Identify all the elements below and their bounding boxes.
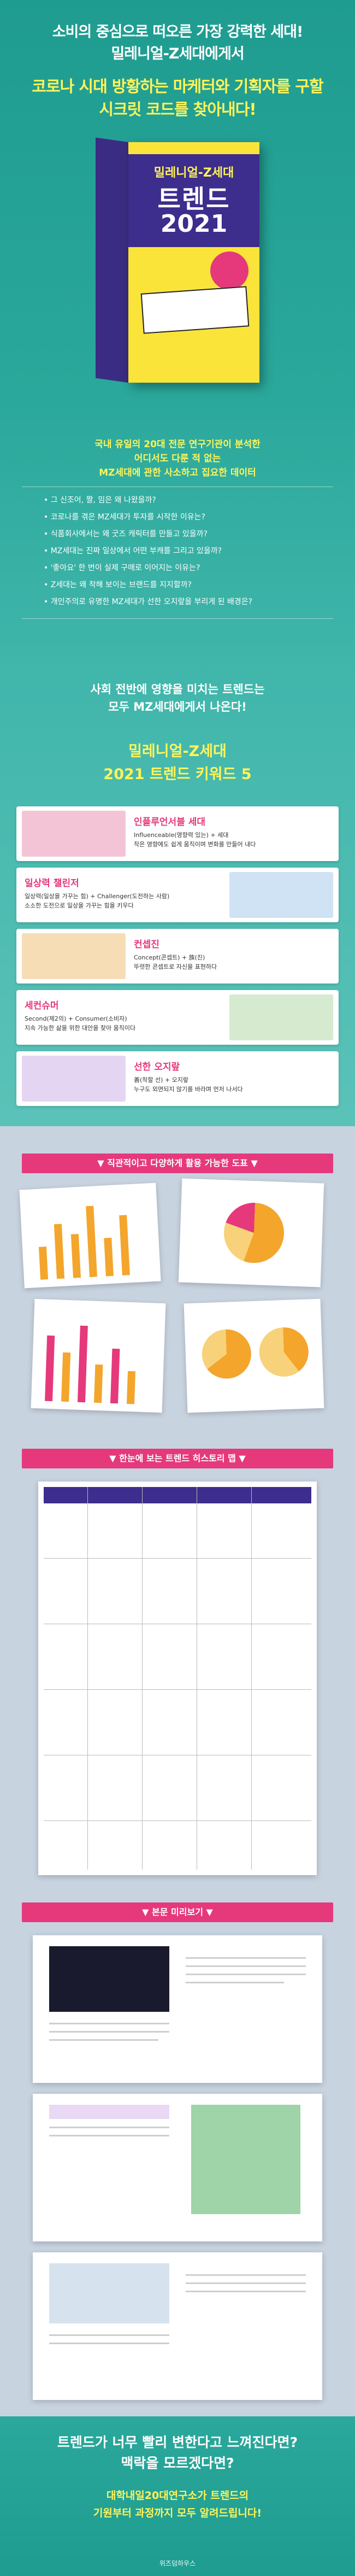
keyword-card: 인플루언서블 세대 Influenceable(영향력 있는) + 세대 작은 영… (16, 806, 339, 861)
preview-spread (33, 2094, 322, 2241)
footer-highlight: 기원부터 과정까지 모두 알려드립니다! (93, 2507, 262, 2519)
keyword-title: 2021 트렌드 키워드 5 (103, 766, 252, 783)
book-cover: 밀레니얼-Z세대 트렌드 2021 (96, 137, 259, 394)
book-year: 2021 (160, 210, 228, 238)
keyword-name: 인플루언서블 세대 (134, 817, 206, 828)
keyword-card: 세컨슈머 Second(제2의) + Consumer(소비자) 지속 가능한 삶… (16, 990, 339, 1045)
keyword-illustration (22, 933, 126, 979)
keyword-title: 밀레니얼-Z세대 (128, 743, 227, 760)
keyword-name: 선한 오지랖 (134, 1062, 180, 1073)
book-subtitle: 트렌드 (157, 184, 230, 214)
bullet: • 식품회사에서는 왜 굿즈 캐릭터를 만들고 있을까? (44, 530, 208, 538)
conclusion-line: 사회 전반에 영향을 미치는 트렌드는 (90, 683, 265, 696)
chart-sample (31, 1298, 166, 1413)
keyword-name: 일상력 챌린저 (25, 878, 79, 889)
bullet: • 개인주의로 유명한 MZ세대가 선한 오지랖을 부리게 된 배경은? (44, 598, 253, 606)
headline-highlight: 코로나 시대 방황하는 마케터와 기획자를 구할 (32, 77, 323, 96)
keyword-desc: Concept(콘셉트) + 族(진) 뚜렷한 콘셉트로 자신을 표현하다 (134, 954, 217, 970)
intro-line: MZ세대에 관한 사소하고 집요한 데이터 (99, 467, 256, 478)
bullet: • 그 신조어, 짤, 밈은 왜 나왔을까? (44, 496, 156, 505)
keyword-illustration (229, 872, 333, 918)
section-banner: ▼ 직관적이고 다양하게 활용 가능한 도표 ▼ (22, 1154, 333, 1173)
keyword-desc: 일상력(일상을 가꾸는 힘) + Challenger(도전하는 사람) 소소한… (25, 893, 170, 909)
bullet: • Z세대는 왜 착해 보이는 브랜드를 지지할까? (44, 581, 192, 589)
keyword-name: 세컨슈머 (25, 1000, 59, 1011)
headline-highlight: 시크릿 코드를 찾아내다! (99, 100, 256, 119)
bullet: • '좋아요' 한 번이 실제 구매로 이어지는 이유는? (44, 564, 200, 572)
chart-sample (178, 1178, 324, 1287)
section-banner: ▼ 본문 미리보기 ▼ (22, 1902, 333, 1922)
keyword-desc: Influenceable(영향력 있는) + 세대 작은 영향에도 쉽게 움직… (134, 832, 256, 848)
bullet: • MZ세대는 진짜 일상에서 어떤 부캐를 그리고 있을까? (44, 547, 222, 555)
intro-line: 어디서도 다룬 적 없는 (134, 453, 221, 464)
footer-background (0, 2416, 355, 2576)
conclusion-line: 모두 MZ세대에게서 나온다! (108, 700, 247, 713)
keyword-name: 컨셉진 (134, 939, 159, 950)
keyword-desc: 善(착할 선) + 오지랖 누구도 외면되지 않기를 바라며 먼저 나서다 (134, 1076, 243, 1093)
preview-spread (33, 2252, 322, 2400)
book-title: 밀레니얼-Z세대 (153, 166, 234, 180)
keyword-illustration (22, 1056, 126, 1102)
keyword-illustration (229, 994, 333, 1040)
footer-highlight: 대학내일20대연구소가 트렌드의 (106, 2490, 249, 2502)
footer-line: 맥락을 모르겠다면? (121, 2455, 234, 2471)
keyword-card: 컨셉진 Concept(콘셉트) + 族(진) 뚜렷한 콘셉트로 자신을 표현하다 (16, 929, 339, 983)
preview-spread (33, 1935, 322, 2083)
section-banner: ▼ 한눈에 보는 트렌드 히스토리 맵 ▼ (22, 1449, 333, 1468)
headline: 소비의 중심으로 떠오른 가장 강력한 세대! (52, 24, 304, 40)
keyword-card: 선한 오지랖 善(착할 선) + 오지랖 누구도 외면되지 않기를 바라며 먼저 … (16, 1051, 339, 1106)
intro-line: 국내 유일의 20대 전문 연구기관이 분석한 (94, 439, 261, 450)
publisher: 위즈덤하우스 (159, 2560, 196, 2567)
headline: 밀레니얼-Z세대에게서 (111, 45, 244, 62)
chart-sample (19, 1182, 161, 1289)
history-map (38, 1482, 317, 1875)
bullet: • 코로나를 겪은 MZ세대가 투자를 시작한 이유는? (44, 513, 205, 522)
bullet-box (22, 487, 333, 619)
keyword-desc: Second(제2의) + Consumer(소비자) 지속 가능한 삶을 위한… (25, 1015, 136, 1032)
chart-sample (184, 1298, 324, 1413)
footer-line: 트렌드가 너무 빨리 변한다고 느껴진다면? (57, 2434, 298, 2450)
keyword-illustration (22, 811, 126, 857)
